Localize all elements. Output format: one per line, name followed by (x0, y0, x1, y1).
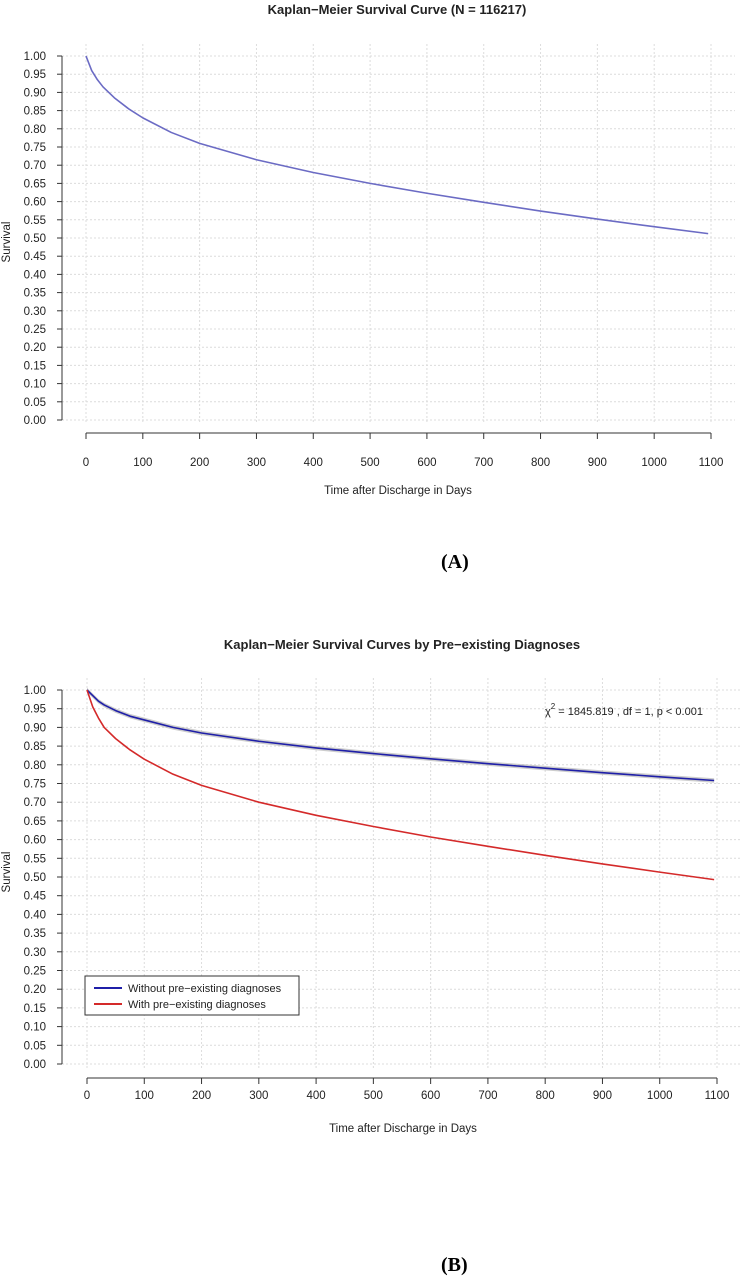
chi-superscript: 2 (551, 702, 556, 711)
confidence-band-0 (87, 687, 715, 783)
x-tick-label: 400 (304, 457, 323, 469)
y-tick-label: 0.35 (24, 288, 46, 300)
y-axis-label: Survival (1, 852, 13, 893)
y-tick-label: 0.50 (24, 872, 46, 884)
x-tick-label: 600 (421, 1090, 440, 1102)
y-tick-label: 0.25 (24, 966, 46, 978)
y-tick-label: 0.30 (24, 947, 46, 959)
chart-title: Kaplan−Meier Survival Curves by Pre−exis… (224, 637, 580, 652)
survival-chart-a: Kaplan−Meier Survival Curve (N = 116217)… (1, 2, 735, 497)
legend-box (84, 975, 300, 1016)
chart-title: Kaplan−Meier Survival Curve (N = 116217) (268, 2, 527, 17)
y-tick-label: 0.65 (24, 178, 46, 190)
x-tick-label: 1100 (699, 457, 724, 469)
y-tick-label: 1.00 (24, 51, 46, 63)
series-line-0 (86, 689, 715, 782)
y-tick-label: 0.15 (24, 1003, 46, 1015)
y-axis-label: Survival (1, 222, 13, 263)
x-axis-label: Time after Discharge in Days (329, 1123, 477, 1135)
series-line-0 (85, 55, 709, 235)
y-tick-label: 0.45 (24, 251, 46, 263)
x-tick-label: 700 (474, 457, 493, 469)
x-tick-label: 800 (531, 457, 550, 469)
y-tick-label: 0.05 (24, 397, 46, 409)
chi-square-annotation: χ2 = 1845.819 , df = 1, p < 0.001 (545, 702, 703, 718)
y-tick-label: 0.20 (24, 984, 46, 996)
y-tick-label: 0.80 (24, 124, 46, 136)
x-tick-label: 300 (247, 457, 266, 469)
y-tick-label: 0.70 (24, 160, 46, 172)
chi-symbol: χ (545, 706, 551, 718)
grid-layer (62, 44, 735, 424)
y-tick-label: 0.60 (24, 197, 46, 209)
x-tick-label: 200 (190, 457, 209, 469)
y-tick-label: 0.85 (24, 741, 46, 753)
y-tick-label: 0.50 (24, 233, 46, 245)
panel-label-b: (B) (441, 1254, 468, 1276)
y-tick-label: 0.00 (24, 1059, 46, 1071)
survival-chart-b: Kaplan−Meier Survival Curves by Pre−exis… (1, 637, 741, 1135)
y-tick-label: 0.65 (24, 816, 46, 828)
y-tick-label: 0.75 (24, 779, 46, 791)
y-tick-label: 0.25 (24, 324, 46, 336)
y-tick-label: 0.20 (24, 342, 46, 354)
y-tick-label: 0.30 (24, 306, 46, 318)
y-tick-label: 0.40 (24, 909, 46, 921)
x-tick-label: 1000 (647, 1090, 673, 1102)
y-tick-label: 0.85 (24, 106, 46, 118)
chi-statistic: = 1845.819 , df = 1, p < 0.001 (555, 706, 703, 718)
x-axis-label: Time after Discharge in Days (324, 485, 472, 497)
x-tick-label: 0 (84, 1090, 90, 1102)
y-tick-label: 0.10 (24, 379, 46, 391)
y-tick-label: 0.95 (24, 704, 46, 716)
y-tick-label: 1.00 (24, 685, 46, 697)
x-tick-label: 1100 (705, 1090, 730, 1102)
x-tick-label: 500 (364, 1090, 383, 1102)
y-tick-label: 0.35 (24, 928, 46, 940)
y-tick-label: 0.55 (24, 215, 46, 227)
y-tick-label: 0.40 (24, 269, 46, 281)
x-tick-label: 0 (83, 457, 89, 469)
y-tick-label: 0.60 (24, 835, 46, 847)
axes-layer: 0.00 0.05 0.10 0.15 0.20 0.25 0.30 0.35 0.40 0.45… (24, 685, 730, 1102)
x-tick-label: 800 (536, 1090, 555, 1102)
series-layer (85, 55, 709, 235)
y-tick-label: 0.05 (24, 1040, 46, 1052)
panel-label-a: (A) (441, 551, 469, 573)
y-tick-label: 0.70 (24, 797, 46, 809)
x-tick-label: 300 (249, 1090, 268, 1102)
series-layer (86, 687, 715, 881)
y-tick-label: 0.15 (24, 360, 46, 372)
x-tick-label: 500 (360, 457, 379, 469)
legend-label-without: Without pre−existing diagnoses (128, 983, 282, 995)
y-tick-label: 0.00 (24, 415, 46, 427)
x-tick-label: 1000 (641, 457, 667, 469)
y-tick-label: 0.90 (24, 87, 46, 99)
x-tick-label: 900 (588, 457, 607, 469)
y-tick-label: 0.55 (24, 853, 46, 865)
axes-layer: 0.00 0.05 0.10 0.15 0.20 0.25 0.30 0.35 0.40 0.45… (24, 51, 724, 469)
y-tick-label: 0.95 (24, 69, 46, 81)
y-tick-label: 0.90 (24, 722, 46, 734)
x-tick-label: 400 (306, 1090, 325, 1102)
legend-label-with: With pre−existing diagnoses (128, 999, 266, 1011)
legend: Without pre−existing diagnoses With pre−… (84, 975, 300, 1016)
y-tick-label: 0.10 (24, 1022, 46, 1034)
y-tick-label: 0.45 (24, 891, 46, 903)
x-tick-label: 100 (133, 457, 152, 469)
x-tick-label: 600 (417, 457, 436, 469)
series-line-1 (86, 689, 715, 881)
x-tick-label: 700 (478, 1090, 497, 1102)
y-tick-label: 0.80 (24, 760, 46, 772)
y-tick-label: 0.75 (24, 142, 46, 154)
x-tick-label: 200 (192, 1090, 211, 1102)
x-tick-label: 900 (593, 1090, 612, 1102)
x-tick-label: 100 (135, 1090, 154, 1102)
